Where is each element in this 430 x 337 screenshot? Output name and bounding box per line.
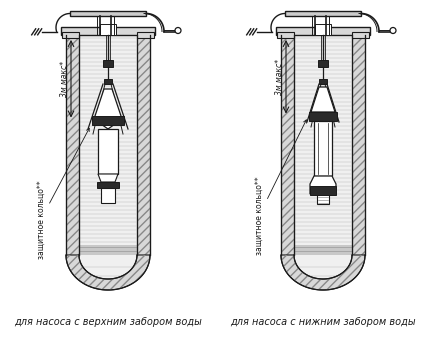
Text: для насоса с нижним забором воды: для насоса с нижним забором воды	[230, 317, 416, 327]
Bar	[285, 11, 361, 16]
Text: 3м макс*: 3м макс*	[275, 59, 284, 95]
Bar	[92, 116, 124, 125]
Polygon shape	[98, 174, 118, 182]
Polygon shape	[294, 255, 352, 279]
Bar	[276, 27, 370, 35]
Bar	[66, 35, 79, 255]
Circle shape	[390, 28, 396, 33]
Bar	[101, 188, 115, 203]
Bar	[137, 32, 154, 38]
Text: для насоса с верхним забором воды: для насоса с верхним забором воды	[14, 317, 202, 327]
Bar	[352, 35, 365, 255]
Bar	[61, 27, 155, 35]
Bar	[318, 60, 328, 67]
Bar	[315, 24, 331, 35]
Bar	[62, 32, 79, 38]
Bar	[309, 112, 337, 121]
Bar	[281, 35, 294, 255]
Bar	[281, 35, 294, 255]
Polygon shape	[281, 255, 365, 290]
Bar	[79, 35, 137, 255]
Bar	[277, 32, 294, 38]
Bar	[103, 60, 113, 67]
Bar	[70, 11, 146, 16]
Bar	[137, 35, 150, 255]
Bar	[137, 35, 150, 255]
Bar	[294, 35, 352, 255]
Polygon shape	[94, 89, 122, 129]
Bar	[98, 129, 118, 174]
Bar	[352, 32, 369, 38]
Bar	[310, 186, 336, 195]
Bar	[66, 35, 79, 255]
Bar	[317, 194, 329, 204]
Text: 3м макс*: 3м макс*	[60, 61, 69, 97]
Bar	[100, 24, 116, 35]
Text: защитное кольцо**: защитное кольцо**	[37, 128, 89, 258]
Polygon shape	[311, 87, 335, 112]
Text: защитное кольцо**: защитное кольцо**	[255, 120, 307, 255]
Polygon shape	[310, 176, 336, 194]
Circle shape	[175, 28, 181, 33]
Bar	[294, 245, 352, 255]
Polygon shape	[79, 255, 137, 279]
Bar	[352, 35, 365, 255]
Bar	[319, 79, 327, 84]
Bar	[314, 121, 332, 176]
Polygon shape	[66, 255, 150, 290]
Bar	[79, 245, 137, 255]
Bar	[104, 79, 112, 84]
Bar	[97, 182, 119, 188]
